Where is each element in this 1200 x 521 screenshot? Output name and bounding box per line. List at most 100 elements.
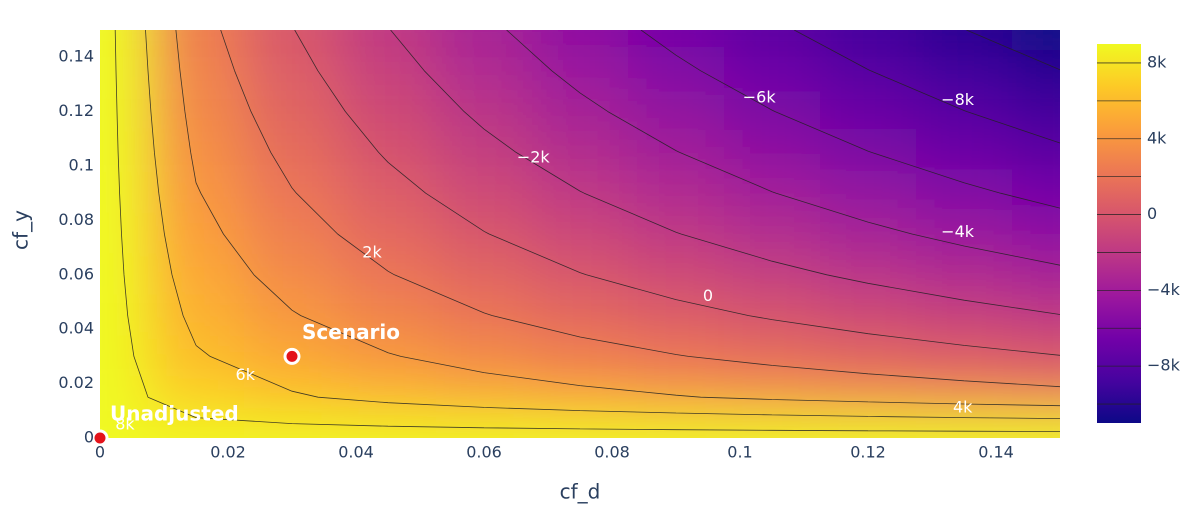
heat-cell — [916, 295, 1012, 336]
heat-cell — [340, 132, 436, 173]
contour-line — [145, 30, 1060, 419]
y-tick-label: 0 — [84, 428, 94, 447]
contour-line — [966, 30, 1060, 71]
heat-cell — [244, 254, 340, 296]
x-axis-title: cf_d — [560, 480, 601, 504]
heat-cell — [916, 417, 1012, 438]
contour-line — [794, 30, 1060, 144]
heat-cell — [100, 213, 148, 255]
heat-cell — [916, 336, 1012, 377]
heat-cell — [244, 295, 340, 336]
heat-cell — [1012, 30, 1060, 51]
contour-line — [114, 30, 1060, 432]
heat-cell — [340, 91, 436, 132]
heat-cell — [1012, 132, 1060, 173]
heat-cell — [244, 213, 340, 255]
heat-cell — [1012, 376, 1060, 418]
x-tick-label: 0.02 — [210, 443, 246, 462]
heat-cell — [916, 172, 1012, 214]
heat-cell — [724, 295, 820, 336]
heat-cell — [820, 132, 916, 173]
heat-cell — [532, 336, 628, 377]
heat-cell — [100, 417, 148, 438]
heat-cell — [820, 172, 916, 214]
heat-cell — [148, 336, 244, 377]
heat-cell — [916, 376, 1012, 418]
heat-cell — [532, 91, 628, 132]
heat-cell — [148, 172, 244, 214]
heat-cell — [628, 213, 724, 255]
contour-label: 4k — [953, 398, 973, 417]
heat-cell — [724, 376, 820, 418]
heat-cell — [724, 172, 820, 214]
heat-cell — [148, 50, 244, 92]
heat-cell — [340, 30, 436, 51]
x-tick-label: 0.12 — [850, 443, 886, 462]
heat-cell — [1012, 254, 1060, 296]
heat-cell — [100, 254, 148, 296]
heat-cell — [532, 417, 628, 438]
contour-label: 6k — [236, 365, 256, 384]
heat-cell — [436, 295, 532, 336]
heat-cell — [244, 50, 340, 92]
heat-cell — [436, 172, 532, 214]
contour-label: −8k — [941, 90, 975, 109]
x-tick-label: 0.14 — [978, 443, 1014, 462]
point-marker — [283, 347, 301, 365]
colorbar-tick-label: −8k — [1147, 356, 1181, 375]
heat-cell — [1012, 50, 1060, 92]
heat-cell — [1012, 295, 1060, 336]
contour-line — [506, 30, 1060, 266]
heat-cell — [532, 132, 628, 173]
heat-cell — [100, 295, 148, 336]
heat-cell — [916, 132, 1012, 173]
y-axis-title: cf_y — [9, 210, 33, 250]
heat-cell — [100, 336, 148, 377]
heat-cell — [628, 336, 724, 377]
heat-cell — [820, 376, 916, 418]
heat-cell — [436, 50, 532, 92]
colorbar-tick-label: 0 — [1147, 204, 1157, 223]
heat-cell — [724, 50, 820, 92]
heat-cell — [244, 91, 340, 132]
contour-lines — [114, 30, 1060, 432]
heat-cell — [820, 336, 916, 377]
heat-cell — [724, 132, 820, 173]
heat-cell — [724, 417, 820, 438]
y-tick-label: 0.14 — [58, 47, 94, 66]
heat-cell — [436, 336, 532, 377]
heat-cell — [820, 417, 916, 438]
heat-cell — [436, 254, 532, 296]
heat-cell — [724, 30, 820, 51]
heat-cell — [244, 417, 340, 438]
y-tick-label: 0.04 — [58, 319, 94, 338]
heat-cell — [532, 213, 628, 255]
heat-cell — [628, 132, 724, 173]
contour-line — [175, 30, 1060, 407]
y-tick-label: 0.12 — [58, 101, 94, 120]
heat-cell — [244, 132, 340, 173]
heat-cell — [820, 91, 916, 132]
contour-line — [220, 30, 1060, 388]
point-marker — [91, 429, 109, 447]
heat-cell — [916, 213, 1012, 255]
contour-label: −2k — [517, 147, 551, 166]
heat-cell — [1012, 213, 1060, 255]
heat-cell — [628, 295, 724, 336]
heat-cell — [148, 295, 244, 336]
heat-cell — [628, 417, 724, 438]
heat-cell — [340, 336, 436, 377]
heat-cell — [244, 30, 340, 51]
y-tick-label: 0.1 — [69, 156, 94, 175]
point-label: Scenario — [302, 320, 400, 344]
contour-label: 8k — [115, 415, 135, 434]
heat-cell — [820, 213, 916, 255]
heat-cell — [436, 376, 532, 418]
heatmap-area — [100, 30, 1060, 438]
x-tick-label: 0.08 — [594, 443, 630, 462]
heat-cell — [100, 172, 148, 214]
heat-cell — [724, 91, 820, 132]
heat-cell — [100, 132, 148, 173]
heat-cell — [1012, 91, 1060, 132]
